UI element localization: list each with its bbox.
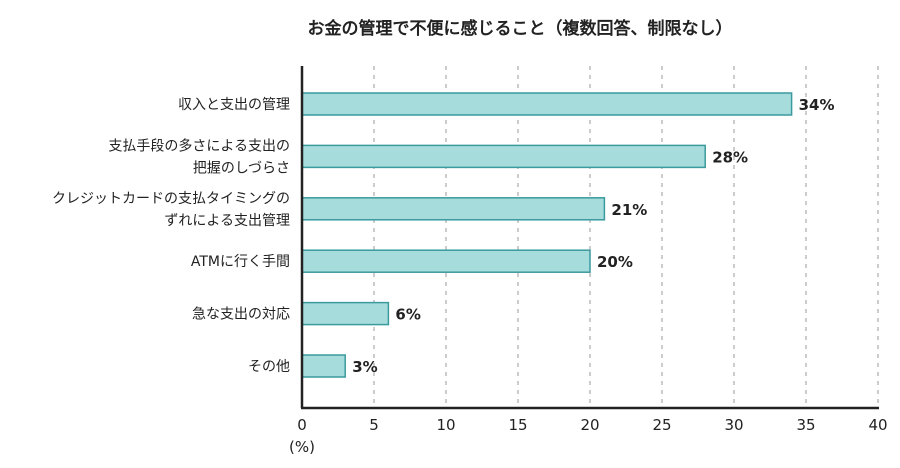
gridlines xyxy=(373,66,879,408)
data-label: 20% xyxy=(597,253,633,271)
x-axis-unit: (%) xyxy=(289,438,315,456)
category-label: ずれによる支出管理 xyxy=(164,213,290,229)
category-label: 収入と支出の管理 xyxy=(178,97,290,113)
bars: 34% 28% 21% 20% 6% 3% xyxy=(301,92,835,378)
category-label: クレジットカードの支払タイミングの xyxy=(52,191,290,207)
data-label: 6% xyxy=(395,306,420,324)
x-tick-label: 35 xyxy=(796,416,815,434)
data-label: 34% xyxy=(799,96,835,114)
data-label: 3% xyxy=(352,358,377,376)
category-label: 把握のしづらさ xyxy=(193,160,290,176)
bar xyxy=(301,144,706,169)
x-tick-label: 10 xyxy=(436,416,455,434)
x-tick-label: 25 xyxy=(652,416,671,434)
category-label: ATMに行く手間 xyxy=(191,254,290,270)
x-tick-label: 40 xyxy=(868,416,887,434)
bar xyxy=(301,92,793,116)
x-tick-label: 30 xyxy=(724,416,743,434)
category-label: 急な支出の対応 xyxy=(192,307,290,323)
category-label: その他 xyxy=(248,359,290,375)
data-label: 21% xyxy=(611,201,647,219)
data-label: 28% xyxy=(712,148,748,166)
chart-title: お金の管理で不便に感じること（複数回答、制限なし） xyxy=(308,18,733,39)
bar xyxy=(301,354,346,378)
x-tick-label: 20 xyxy=(580,416,599,434)
bar xyxy=(301,249,591,273)
x-tick-label: 0 xyxy=(297,416,307,434)
category-labels: 収入と支出の管理支払手段の多さによる支出の把握のしづらさクレジットカードの支払タ… xyxy=(52,97,290,375)
bar xyxy=(301,197,606,221)
x-tick-labels: 0 5 10 15 20 25 30 35 40 xyxy=(297,416,887,434)
bar xyxy=(301,301,390,326)
category-label: 支払手段の多さによる支出の xyxy=(108,137,290,154)
x-tick-label: 5 xyxy=(369,416,379,434)
x-tick-label: 15 xyxy=(508,416,527,434)
